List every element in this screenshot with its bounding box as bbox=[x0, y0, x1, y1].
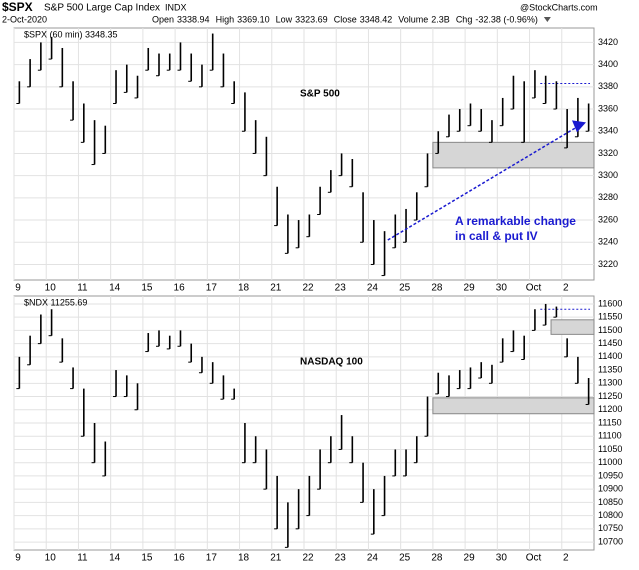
x-tick-label: 21 bbox=[270, 553, 282, 564]
y-tick-label: 3420 bbox=[598, 37, 618, 47]
quote-label: High bbox=[216, 14, 235, 24]
x-tick-label: 24 bbox=[367, 553, 379, 564]
x-tick-label: 23 bbox=[335, 553, 347, 564]
y-tick-label: 3380 bbox=[598, 81, 618, 91]
y-tick-label: 10800 bbox=[598, 510, 623, 520]
x-tick-label: 2 bbox=[563, 283, 569, 294]
y-tick-label: 11500 bbox=[598, 325, 622, 335]
x-tick-label: 30 bbox=[496, 283, 508, 294]
quote-value: -32.38 (-0.96%) bbox=[475, 14, 538, 24]
y-tick-label: 11450 bbox=[598, 338, 622, 348]
x-tick-label: 11 bbox=[77, 283, 88, 294]
y-tick-label: 10950 bbox=[598, 470, 623, 480]
date: 2-Oct-2020 bbox=[2, 14, 47, 24]
y-tick-label: 3300 bbox=[598, 170, 618, 180]
x-tick-label: 29 bbox=[464, 553, 476, 564]
x-tick-label: Oct bbox=[526, 553, 542, 564]
x-tick-label: 11 bbox=[77, 553, 88, 564]
x-tick-label: 10 bbox=[45, 553, 57, 564]
y-tick-label: 11400 bbox=[598, 351, 622, 361]
y-tick-label: 11350 bbox=[598, 364, 622, 374]
y-tick-label: 3360 bbox=[598, 103, 618, 113]
y-tick-label: 3340 bbox=[598, 126, 618, 136]
symbol: $SPX bbox=[2, 0, 33, 14]
x-tick-label: 28 bbox=[431, 553, 443, 564]
quote-label: Open bbox=[152, 14, 174, 24]
y-tick-label: 11000 bbox=[598, 457, 622, 467]
quote-value: 3338.94 bbox=[177, 14, 210, 24]
quote-label: Low bbox=[276, 14, 293, 24]
zone bbox=[550, 319, 595, 335]
x-tick-label: 22 bbox=[302, 553, 314, 564]
arrow-head bbox=[572, 120, 586, 133]
y-tick-label: 3220 bbox=[598, 259, 618, 269]
legend: $NDX 11255.69 bbox=[24, 297, 87, 307]
x-tick-label: 24 bbox=[367, 283, 379, 294]
x-tick-label: 15 bbox=[141, 283, 153, 294]
x-tick-label: 2 bbox=[563, 553, 569, 564]
panel-title: S&P 500 bbox=[300, 89, 340, 100]
y-tick-label: 3240 bbox=[598, 237, 618, 247]
legend: $SPX (60 min) 3348.35 bbox=[24, 29, 118, 39]
down-arrow bbox=[543, 17, 551, 22]
x-tick-label: 15 bbox=[141, 553, 153, 564]
y-tick-label: 11100 bbox=[598, 431, 622, 441]
x-tick-label: 17 bbox=[206, 283, 218, 294]
zone bbox=[432, 141, 595, 169]
quote-value: 3348.42 bbox=[360, 14, 393, 24]
y-tick-label: 11250 bbox=[598, 391, 622, 401]
y-tick-label: 11200 bbox=[598, 404, 622, 414]
x-tick-label: 17 bbox=[206, 553, 218, 564]
x-tick-label: 22 bbox=[302, 283, 314, 294]
y-tick-label: 11600 bbox=[598, 298, 622, 308]
x-tick-label: 10 bbox=[45, 283, 57, 294]
x-tick-label: 16 bbox=[174, 283, 186, 294]
y-tick-label: 3320 bbox=[598, 148, 618, 158]
x-tick-label: 23 bbox=[335, 283, 347, 294]
y-tick-label: 11550 bbox=[598, 312, 622, 322]
quote-value: 3369.10 bbox=[237, 14, 270, 24]
quote-value: 2.3B bbox=[431, 14, 450, 24]
y-tick-label: 11150 bbox=[598, 417, 622, 427]
x-tick-label: Oct bbox=[526, 283, 542, 294]
x-tick-label: 25 bbox=[399, 553, 411, 564]
x-tick-label: 9 bbox=[15, 553, 21, 564]
y-tick-label: 10750 bbox=[598, 523, 623, 533]
x-tick-label: 25 bbox=[399, 283, 411, 294]
y-tick-label: 10900 bbox=[598, 484, 623, 494]
y-tick-label: 10850 bbox=[598, 497, 623, 507]
panel-title: NASDAQ 100 bbox=[300, 357, 363, 368]
quote-label: Volume bbox=[398, 14, 428, 24]
x-tick-label: 16 bbox=[174, 553, 186, 564]
quote-value: 3323.69 bbox=[295, 14, 328, 24]
x-tick-label: 18 bbox=[238, 553, 250, 564]
x-tick-label: 21 bbox=[270, 283, 282, 294]
y-tick-label: 3280 bbox=[598, 192, 618, 202]
y-tick-label: 11050 bbox=[598, 444, 622, 454]
x-tick-label: 9 bbox=[15, 283, 21, 294]
y-tick-label: 3400 bbox=[598, 59, 618, 69]
y-tick-label: 11300 bbox=[598, 378, 622, 388]
x-tick-label: 14 bbox=[109, 553, 121, 564]
x-tick-label: 18 bbox=[238, 283, 250, 294]
header: $SPX S&P 500 Large Cap Index INDX 2-Oct-… bbox=[2, 0, 598, 24]
quote-label: Close bbox=[334, 14, 357, 24]
x-tick-label: 14 bbox=[109, 283, 121, 294]
brand: @StockCharts.com bbox=[520, 2, 598, 12]
exchange: INDX bbox=[165, 2, 187, 12]
zone bbox=[432, 397, 595, 415]
y-tick-label: 3260 bbox=[598, 214, 618, 224]
quote-label: Chg bbox=[456, 14, 473, 24]
arrow-line bbox=[387, 125, 579, 241]
annotation: A remarkable change in call & put IV bbox=[455, 214, 576, 243]
x-tick-label: 28 bbox=[431, 283, 443, 294]
x-tick-label: 30 bbox=[496, 553, 508, 564]
y-tick-label: 10700 bbox=[598, 536, 623, 546]
name: S&P 500 Large Cap Index bbox=[44, 3, 160, 14]
x-tick-label: 29 bbox=[464, 283, 476, 294]
